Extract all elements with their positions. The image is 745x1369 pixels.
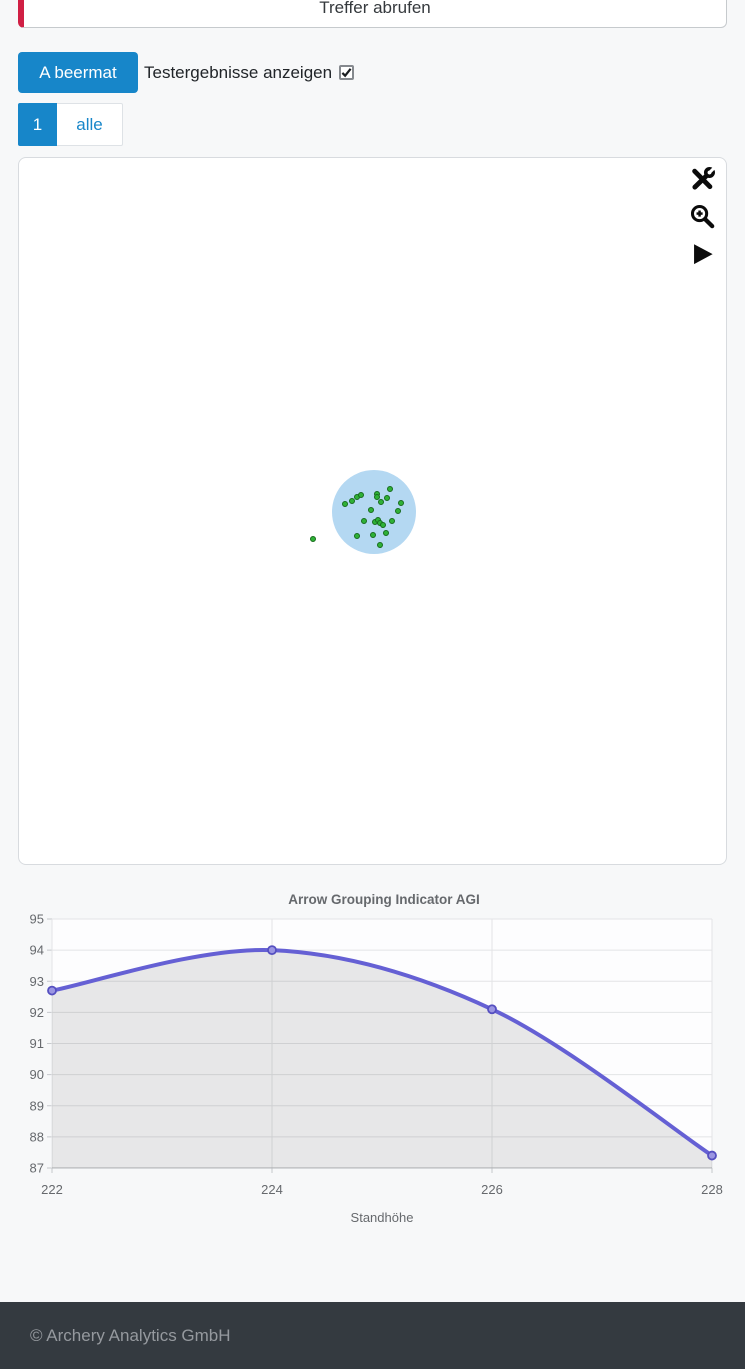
zoom-in-icon[interactable]	[689, 203, 716, 230]
arrow-hit-dot	[378, 499, 384, 505]
arrow-hit-dot	[387, 486, 393, 492]
arrow-hit-dot	[389, 518, 395, 524]
copyright-text: © Archery Analytics GmbH	[30, 1325, 231, 1345]
svg-text:90: 90	[30, 1067, 44, 1082]
svg-text:Standhöhe: Standhöhe	[351, 1210, 414, 1225]
arrow-hit-dot	[349, 498, 355, 504]
tools-icon[interactable]	[689, 166, 716, 193]
arrow-hit-dot	[398, 500, 404, 506]
arrow-hit-dot	[310, 536, 316, 542]
arrow-hit-dot	[368, 507, 374, 513]
arrow-hit-dot	[377, 542, 383, 548]
panel-toolbar	[689, 166, 716, 267]
pagination: 1 alle	[18, 103, 123, 146]
target-hits-layer	[19, 158, 726, 864]
arrow-hit-dot	[384, 495, 390, 501]
pagination-item-1[interactable]: 1	[18, 103, 57, 146]
show-results-checkbox[interactable]	[339, 65, 355, 80]
svg-text:91: 91	[30, 1036, 44, 1051]
svg-text:Arrow Grouping Indicator AGI: Arrow Grouping Indicator AGI	[288, 892, 480, 907]
arrow-hit-dot	[395, 508, 401, 514]
svg-text:87: 87	[30, 1161, 44, 1176]
svg-text:95: 95	[30, 912, 44, 927]
arrow-hit-dot	[374, 494, 380, 500]
svg-text:228: 228	[701, 1182, 723, 1197]
arrow-hit-dot	[342, 501, 348, 507]
svg-text:89: 89	[30, 1098, 44, 1113]
svg-text:93: 93	[30, 974, 44, 989]
svg-text:92: 92	[30, 1005, 44, 1020]
footer: © Archery Analytics GmbH	[0, 1302, 745, 1369]
arrow-hit-dot	[383, 530, 389, 536]
svg-text:88: 88	[30, 1129, 44, 1144]
show-results-toggle-row: Testergebnisse anzeigen	[144, 52, 355, 93]
arrow-hit-dot	[354, 533, 360, 539]
target-view-panel	[18, 157, 727, 865]
pagination-item-all[interactable]: alle	[57, 103, 123, 146]
svg-text:224: 224	[261, 1182, 283, 1197]
checkmark-icon	[341, 68, 352, 78]
agi-line-chart-svg: 87 88 89 90 91 92 93 94 95 222 224 226 228 Arrow Grou…	[30, 892, 723, 1225]
bed-select-button[interactable]: A beermat	[18, 52, 138, 93]
svg-text:226: 226	[481, 1182, 503, 1197]
arrow-hit-dot	[380, 522, 386, 528]
agi-chart: 87 88 89 90 91 92 93 94 95 222 224 226 228 Arrow Grou…	[0, 884, 745, 1234]
arrow-hit-dot	[358, 492, 364, 498]
arrow-hit-dot	[361, 518, 367, 524]
svg-text:222: 222	[41, 1182, 63, 1197]
arrow-hit-dot	[370, 532, 376, 538]
target-face-circle	[332, 470, 416, 554]
show-results-label: Testergebnisse anzeigen	[144, 62, 333, 82]
fetch-hits-button[interactable]: Treffer abrufen	[18, 0, 727, 28]
svg-text:94: 94	[30, 943, 44, 958]
play-icon[interactable]	[689, 240, 716, 267]
